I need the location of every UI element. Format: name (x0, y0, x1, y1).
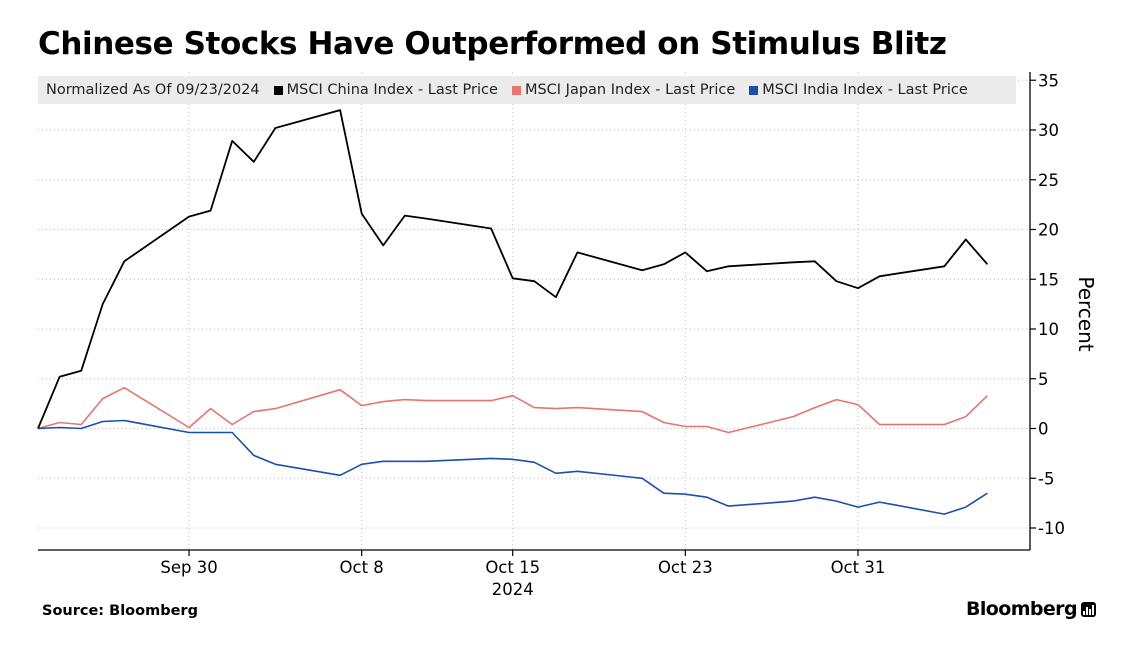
legend-label-india: MSCI India Index - Last Price (762, 82, 968, 98)
x-tick-label: Oct 15 (485, 558, 540, 577)
y-axis-title: Percent (1074, 276, 1098, 351)
bloomberg-logo: Bloomberg (966, 598, 1096, 620)
legend: Normalized As Of 09/23/2024 MSCI China I… (38, 76, 1016, 104)
series-line-china (37, 109, 989, 429)
x-tick-label: Oct 31 (831, 558, 886, 577)
legend-swatch-china (273, 85, 283, 95)
axes (38, 72, 1036, 556)
x-tick-labels: Sep 30 Oct 8 Oct 15 Oct 23 Oct 31 2024 (160, 558, 885, 599)
legend-label-china: MSCI China Index - Last Price (286, 82, 498, 98)
legend-note: Normalized As Of 09/23/2024 (46, 82, 260, 98)
legend-label-japan: MSCI Japan Index - Last Price (524, 82, 736, 98)
y-tick-label: 35 (1038, 71, 1059, 90)
legend-swatch-japan (511, 85, 521, 95)
y-tick-label: 0 (1038, 420, 1049, 439)
series-line-india (37, 419, 988, 515)
y-tick-label: 5 (1038, 370, 1049, 389)
y-tick-label: 25 (1038, 171, 1059, 190)
y-tick-labels: -10 -5 0 5 10 15 20 25 30 35 (1038, 71, 1065, 538)
legend-swatch-india (749, 85, 759, 95)
x-tick-label: Oct 8 (340, 558, 384, 577)
x-tick-label: Oct 23 (658, 558, 713, 577)
y-tick-label: 10 (1038, 320, 1059, 339)
legend-item-china: MSCI China Index - Last Price (273, 82, 498, 98)
bloomberg-bars-icon (1080, 601, 1096, 617)
legend-item-india: MSCI India Index - Last Price (749, 82, 968, 98)
x-tick-label: Sep 30 (160, 558, 217, 577)
gridlines (38, 72, 1030, 550)
y-tick-label: 15 (1038, 270, 1059, 289)
y-tick-label: -10 (1038, 519, 1065, 538)
legend-item-japan: MSCI Japan Index - Last Price (511, 82, 736, 98)
brand-wordmark: Bloomberg (966, 598, 1078, 620)
y-tick-label: -5 (1038, 469, 1054, 488)
series-lines (37, 109, 989, 515)
source-note: Source: Bloomberg (42, 603, 198, 619)
chart-title: Chinese Stocks Have Outperformed on Stim… (38, 26, 947, 62)
y-tick-label: 30 (1038, 121, 1059, 140)
series-line-japan (37, 386, 988, 434)
y-tick-label: 20 (1038, 221, 1059, 240)
x-year-label: 2024 (492, 580, 534, 599)
